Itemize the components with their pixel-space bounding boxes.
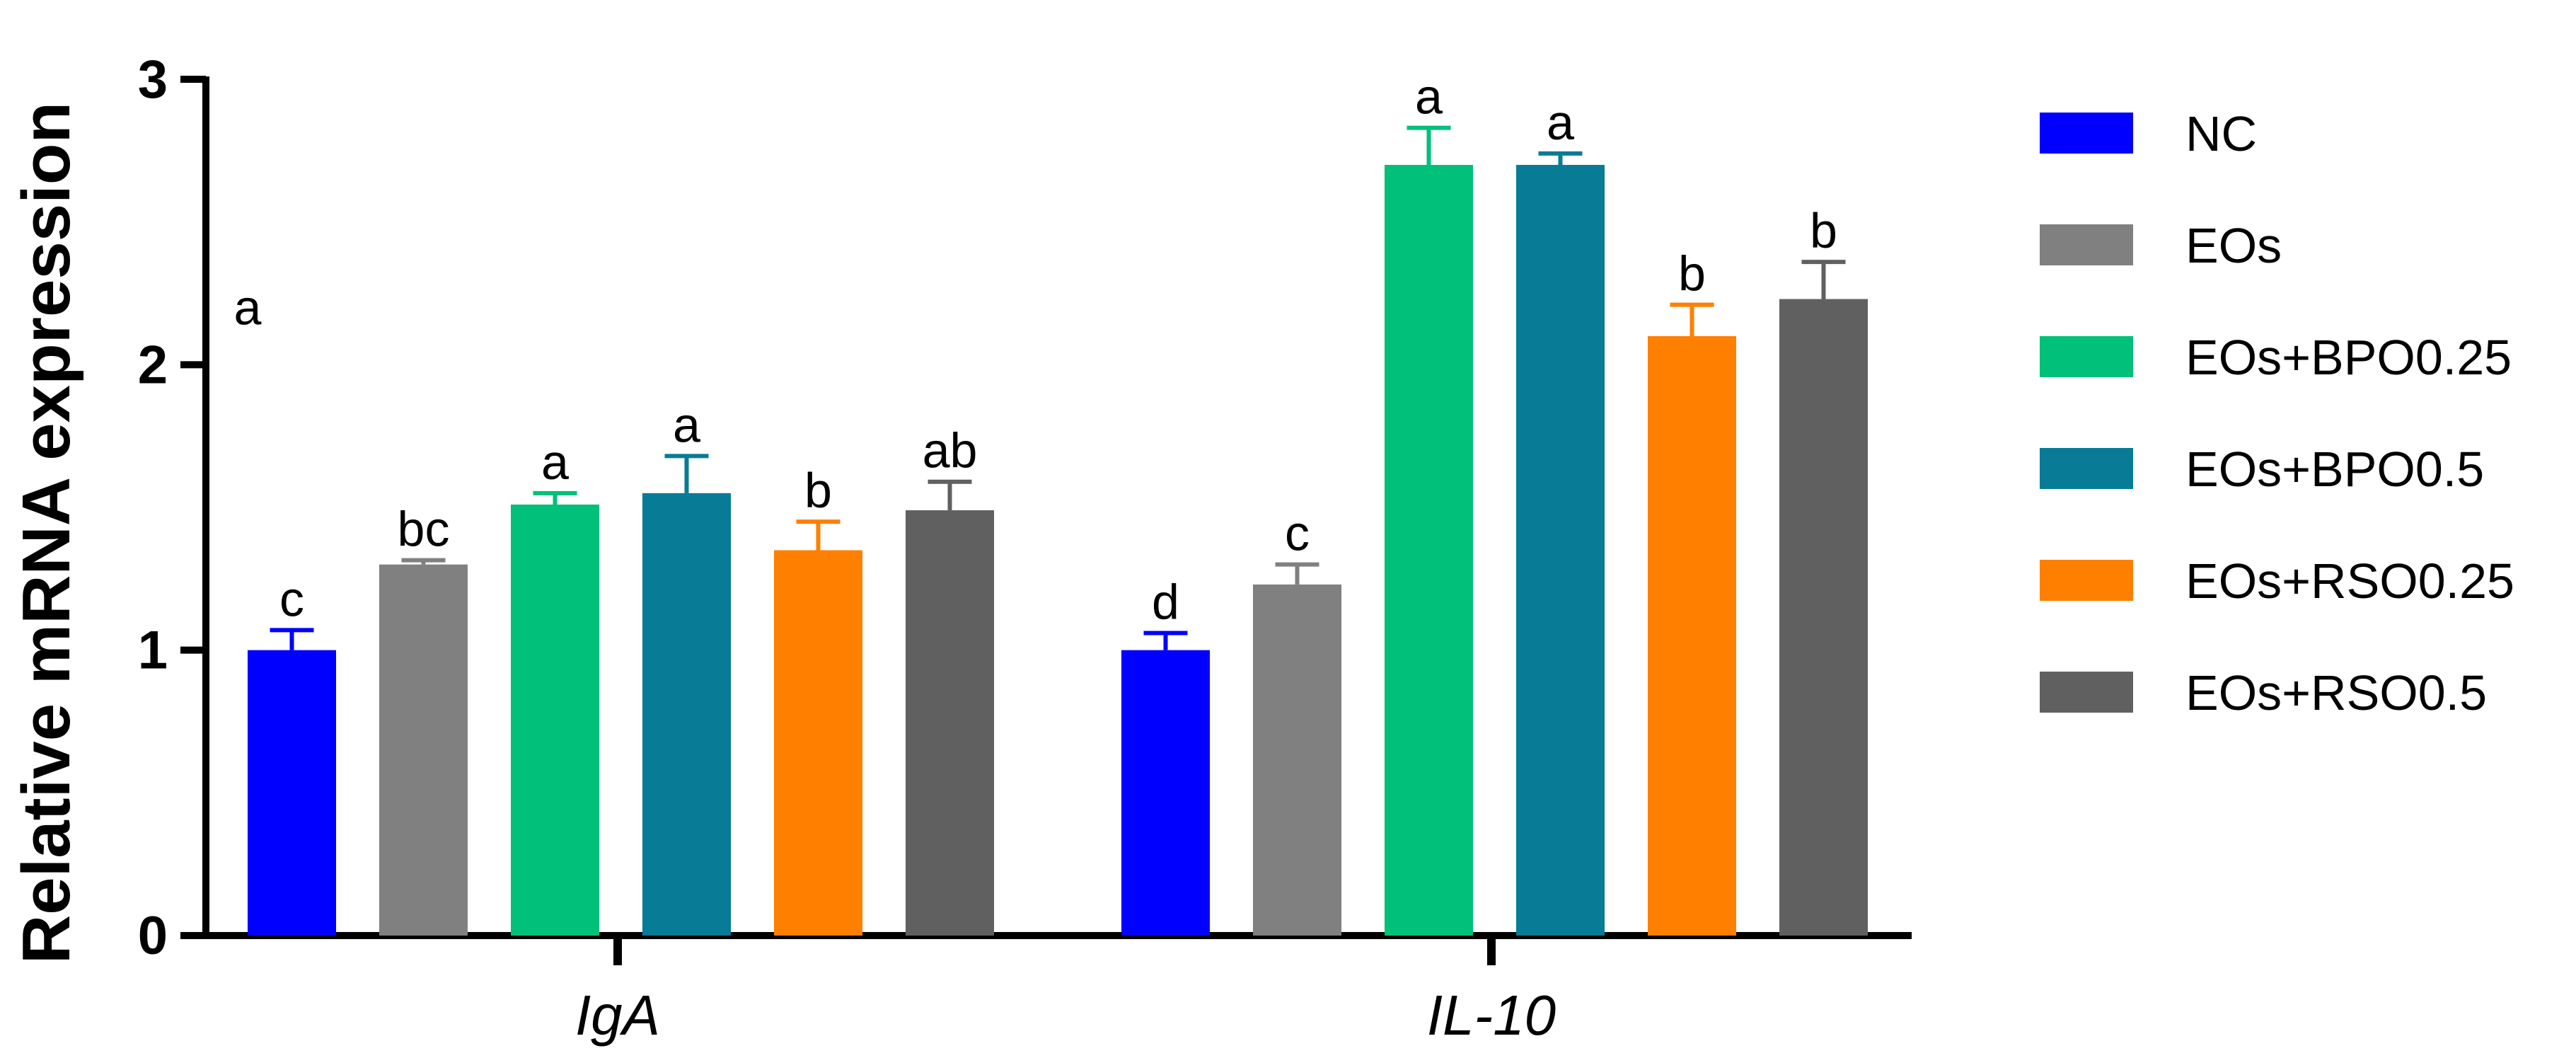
legend-label: EOs+BPO0.25 <box>2185 330 2512 385</box>
significance-label: b <box>1810 203 1837 258</box>
legend-swatch <box>2040 224 2133 265</box>
bar <box>1385 165 1473 936</box>
significance-label: a <box>541 435 569 490</box>
significance-label: c <box>1285 506 1310 561</box>
x-category-label: IgA <box>575 984 660 1047</box>
bar <box>1516 165 1605 936</box>
bar <box>511 504 599 936</box>
legend: NC EOs EOs+BPO0.25 EOs+BPO0.5 EOs+RSO0.25 EOs… <box>2040 106 2514 720</box>
significance-label: a <box>1547 95 1574 150</box>
x-category-label: IL-10 <box>1427 984 1556 1047</box>
bar <box>379 564 468 936</box>
y-tick-label: 2 <box>138 335 168 395</box>
legend-swatch <box>2040 672 2133 713</box>
bar <box>1253 584 1341 936</box>
annotation: a <box>234 280 262 335</box>
y-tick-label: 3 <box>138 50 168 110</box>
y-tick-label: 0 <box>138 906 168 966</box>
bar <box>1648 336 1736 936</box>
legend-label: EOs <box>2185 218 2282 273</box>
significance-label: ab <box>923 423 978 478</box>
legend-label: EOs+RSO0.25 <box>2185 553 2514 609</box>
y-tick-label: 1 <box>138 621 168 681</box>
significance-label: a <box>1415 69 1443 125</box>
significance-label: c <box>279 571 304 626</box>
significance-label: b <box>804 463 832 518</box>
legend-label: EOs+BPO0.5 <box>2185 442 2484 497</box>
bar <box>642 493 731 936</box>
legend-swatch <box>2040 560 2133 601</box>
legend-label: NC <box>2185 106 2257 161</box>
significance-label: bc <box>398 502 450 557</box>
bar <box>1121 650 1210 936</box>
bar <box>1779 299 1868 936</box>
significance-label: a <box>673 397 700 452</box>
significance-label: d <box>1152 574 1179 629</box>
y-axis-label: Relative mRNA expression <box>8 102 84 964</box>
legend-swatch <box>2040 113 2133 154</box>
legend-swatch <box>2040 336 2133 377</box>
legend-label: EOs+RSO0.5 <box>2185 665 2487 720</box>
bar <box>774 550 862 936</box>
bar <box>906 510 994 936</box>
significance-label: b <box>1678 246 1706 301</box>
legend-swatch <box>2040 448 2133 489</box>
bar <box>248 650 336 936</box>
